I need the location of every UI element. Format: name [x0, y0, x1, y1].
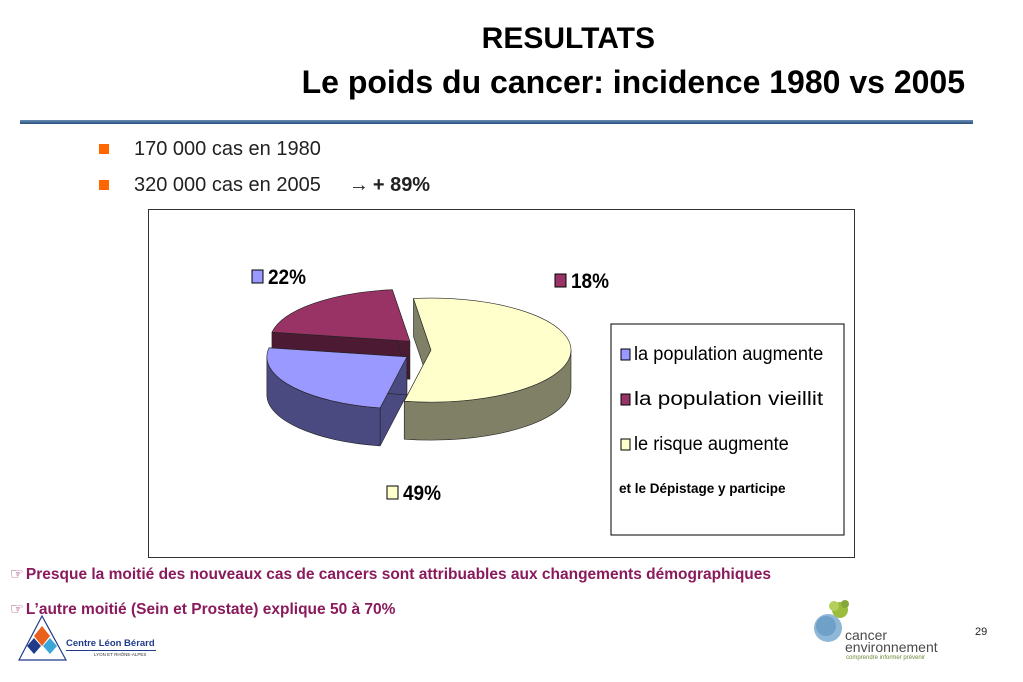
legend-swatch: [620, 438, 631, 451]
pie-slice-2: [271, 289, 411, 342]
clb-emblem-icon: [18, 614, 68, 661]
pie-data-label: 49%: [403, 482, 441, 505]
pointing-hand-icon: ☞: [10, 601, 24, 618]
pie-slice-3: [403, 297, 572, 403]
slide-title: RESULTATS: [481, 22, 655, 55]
note-item: ☞ L’autre moitié (Sein et Prostate) expli…: [10, 600, 395, 619]
pie-tops: [266, 289, 572, 409]
legend-label: le risque augmente: [634, 434, 789, 455]
clb-name: Centre Léon Bérard: [66, 638, 155, 649]
note-text: Presque la moitié des nouveaux cas de ca…: [25, 566, 772, 583]
legend-swatch: [620, 348, 631, 361]
bullet-text: 320 000 cas en 2005: [134, 174, 321, 196]
pie-slice-1: [266, 347, 408, 409]
legend-label: la population augmente: [634, 344, 823, 365]
globe-tree-icon: [814, 600, 849, 642]
chart-legend: la population augmente la population viei…: [610, 323, 845, 536]
pointing-hand-icon: ☞: [10, 566, 24, 583]
pie-data-label: 18%: [571, 270, 609, 293]
note-text: L’autre moitié (Sein et Prostate) expliq…: [25, 601, 396, 618]
slide-subtitle: Le poids du cancer: incidence 1980 vs 20…: [301, 64, 965, 100]
growth-value: + 89%: [372, 174, 431, 196]
clb-subtitle: LYON ET RHÔNE-ALPES: [94, 652, 147, 657]
pie-labels: 22% 18% 49%: [251, 266, 609, 505]
arrow-right-icon: →: [348, 174, 369, 196]
legend-box: [610, 323, 845, 536]
ce-line2: environnement: [845, 639, 938, 655]
clb-underline: [66, 650, 156, 651]
bullet-item: 170 000 cas en 1980: [99, 138, 321, 161]
ce-tagline: comprendre informer prévenir: [846, 655, 926, 661]
legend-swatch: [620, 393, 631, 406]
pie-data-label: 22%: [268, 266, 306, 289]
pie-label-key: [386, 485, 399, 500]
pie-label-key: [251, 269, 264, 284]
page-number: 29: [975, 626, 988, 638]
note-item: ☞ Presque la moitié des nouveaux cas de c…: [10, 565, 771, 584]
legend-label: la population vieillit: [634, 389, 824, 410]
legend-note: et le Dépistage y participe: [619, 481, 786, 496]
pie-label-key: [554, 273, 567, 288]
bullet-item: 320 000 cas en 2005 → + 89%: [99, 174, 430, 197]
ce-line1: cancer: [845, 627, 888, 643]
centre-leon-berard-logo: Centre Léon Bérard LYON ET RHÔNE-ALPES: [14, 612, 164, 668]
chart-frame: 22% 18% 49% la population augmente la popul…: [148, 209, 855, 558]
title-divider: [20, 120, 973, 124]
cancer-environnement-logo: cancer environnement comprendre informer…: [812, 598, 962, 664]
square-bullet-icon: [99, 144, 109, 154]
square-bullet-icon: [99, 180, 109, 190]
bullet-text: 170 000 cas en 1980: [134, 138, 321, 160]
